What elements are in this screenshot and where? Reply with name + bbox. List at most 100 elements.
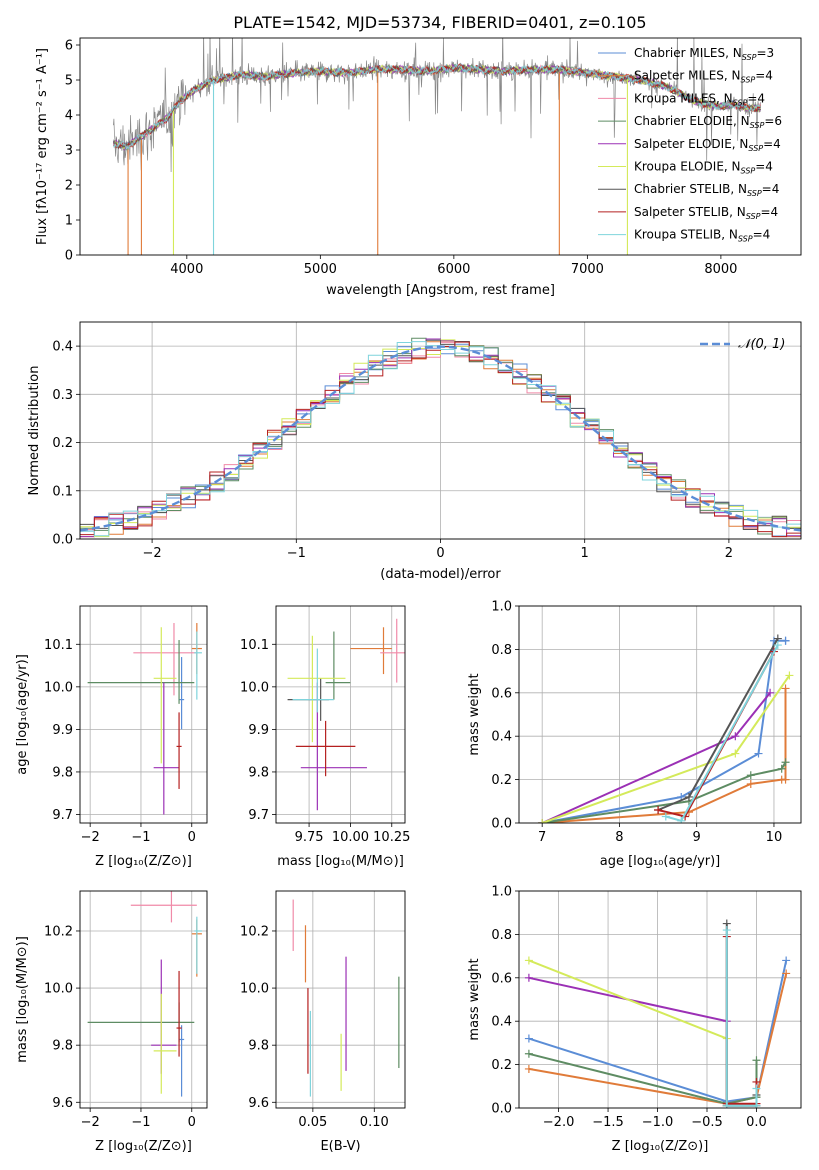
legend: Chabrier MILES, NSSP=3 Salpeter MILES, NS… — [598, 46, 782, 244]
x-tick-label: −1.0 — [642, 1115, 674, 1130]
y-tick-label: 3 — [65, 144, 73, 159]
cumulative-marker — [722, 1101, 731, 1108]
errorbar-point-4 — [151, 959, 177, 1074]
cumulative-series-5 — [657, 638, 779, 811]
cumulative-marker — [677, 816, 686, 823]
y-tick-label: 1 — [65, 214, 73, 229]
panel-Z-vs-age: −2 −1 0 9.7 9.8 9.9 10.0 10.1 Z [log₁₀(Z/Z⊙)] age… — [15, 605, 208, 869]
x-tick-label: 6000 — [437, 262, 470, 277]
cumulative-marker — [684, 792, 693, 801]
axes-frame — [518, 605, 802, 824]
x-tick-label: 0.10 — [360, 1115, 389, 1130]
x-tick-label: 8000 — [704, 262, 737, 277]
cumulative-marker — [785, 671, 794, 680]
errorbar-point-2 — [130, 891, 197, 923]
y-tick-label: 9.6 — [248, 1096, 269, 1111]
x-tick-label: −1.5 — [592, 1115, 624, 1130]
x-axis-label: wavelength [Angstrom, rest frame] — [326, 283, 555, 298]
panel-cumulative-mass-vs-Z: −2.0 −1.5 −1.0 −0.5 0.0 0.0 0.2 0.4 0.6 0.8 1.0 Z [… — [467, 885, 802, 1154]
cumulative-marker — [538, 819, 547, 823]
legend-entry-0: Chabrier MILES, NSSP=3 — [634, 46, 774, 62]
x-tick-label: 0 — [436, 546, 444, 561]
x-tick-label: 10.25 — [373, 830, 410, 845]
y-axis-label: Flux [fλ10⁻¹⁷ erg cm⁻² s⁻¹ A⁻¹] — [35, 48, 50, 245]
cumulative-series-5 — [725, 923, 758, 1107]
x-tick-label: 8 — [615, 830, 623, 845]
plot-area — [524, 919, 791, 1108]
cumulative-marker — [782, 969, 791, 978]
x-tick-label: 7 — [538, 830, 546, 845]
errorbar-point-2 — [380, 618, 405, 683]
errorbar-point-3 — [87, 640, 195, 704]
y-tick-label: 0.4 — [491, 730, 512, 745]
y-tick-label: 5 — [65, 74, 73, 89]
x-tick-label: 9 — [693, 830, 701, 845]
cumulative-series-7 — [725, 930, 758, 1107]
x-tick-label: 9.75 — [295, 830, 324, 845]
x-tick-label: −2 — [81, 1115, 100, 1130]
y-tick-label: 0.4 — [52, 340, 73, 355]
y-tick-label: 9.9 — [52, 723, 73, 738]
errorbar-point-0 — [179, 1025, 185, 1097]
axes-frame — [79, 37, 802, 256]
x-tick-label: 7000 — [571, 262, 604, 277]
cumulative-series-1 — [542, 688, 787, 823]
y-tick-label: 10.2 — [240, 924, 269, 939]
y-tick-label: 4 — [65, 109, 73, 124]
y-tick-label: 0.2 — [491, 773, 512, 788]
y-tick-label: 0.1 — [52, 484, 73, 499]
plot-area — [287, 618, 405, 811]
cumulative-marker — [777, 764, 786, 773]
figure-title: PLATE=1542, MJD=53734, FIBERID=0401, z=0… — [233, 13, 646, 32]
errorbar-point-7 — [292, 648, 334, 713]
x-axis-label: Z [log₁₀(Z/Z⊙)] — [612, 1139, 709, 1154]
y-axis-label: mass weight — [467, 958, 482, 1040]
cumulative-marker — [524, 973, 533, 982]
axes-frame — [518, 890, 802, 1109]
cumulative-marker — [781, 775, 790, 784]
y-tick-label: 9.7 — [52, 808, 73, 823]
y-tick-label: 9.9 — [248, 723, 269, 738]
errorbar-point-6 — [295, 720, 356, 777]
x-tick-label: −0.5 — [691, 1115, 723, 1130]
cumulative-series-0 — [528, 960, 788, 1103]
x-tick-label: 2 — [725, 546, 733, 561]
x-tick-label: 5000 — [304, 262, 337, 277]
plot-area — [292, 899, 400, 1097]
x-tick-label: 10.00 — [332, 830, 369, 845]
x-axis-label: mass [log₁₀(M/M⊙)] — [277, 854, 404, 869]
cumulative-series-0 — [542, 639, 786, 823]
legend-entry-3: Chabrier ELODIE, NSSP=6 — [634, 114, 782, 130]
y-tick-label: 6 — [65, 39, 73, 54]
x-tick-label: 1 — [581, 546, 589, 561]
errorbar-point-5 — [287, 635, 346, 743]
panel-spectrum: 4000 5000 6000 7000 8000 0 1 2 3 4 5 6 wavelength [A… — [35, 37, 802, 298]
errorbar-point-6 — [176, 970, 182, 1057]
cumulative-marker — [782, 956, 791, 965]
legend-entry-5: Kroupa ELODIE, NSSP=4 — [634, 160, 773, 176]
y-tick-label: 0.8 — [491, 928, 512, 943]
legend-entry-4: Salpeter ELODIE, NSSP=4 — [634, 137, 781, 153]
y-tick-label: 0.0 — [52, 533, 73, 548]
x-tick-label: −1 — [131, 830, 150, 845]
y-tick-label: 0.4 — [491, 1015, 512, 1030]
model-spectrum-8 — [113, 63, 762, 150]
x-tick-label: 4000 — [170, 262, 203, 277]
errorbar-point-7 — [194, 631, 202, 700]
plot-area — [113, 38, 762, 255]
x-tick-label: 0 — [188, 830, 196, 845]
y-tick-label: 0.0 — [491, 1102, 512, 1117]
y-tick-label: 0.2 — [491, 1058, 512, 1073]
legend-entry-6: Chabrier STELIB, NSSP=4 — [634, 182, 779, 198]
plot-area — [87, 891, 202, 1097]
cumulative-marker — [773, 641, 782, 650]
legend-entry-8: Kroupa STELIB, NSSP=4 — [634, 228, 770, 244]
cumulative-marker — [752, 1084, 761, 1093]
y-axis-label: mass [log₁₀(M/M⊙)] — [15, 936, 30, 1063]
x-axis-label: age [log₁₀(age/yr)] — [600, 854, 721, 869]
cumulative-marker — [746, 779, 755, 788]
cumulative-marker — [781, 636, 790, 645]
cumulative-series-6 — [725, 936, 758, 1105]
y-tick-label: 0 — [65, 249, 73, 264]
y-tick-label: 9.8 — [248, 1039, 269, 1054]
